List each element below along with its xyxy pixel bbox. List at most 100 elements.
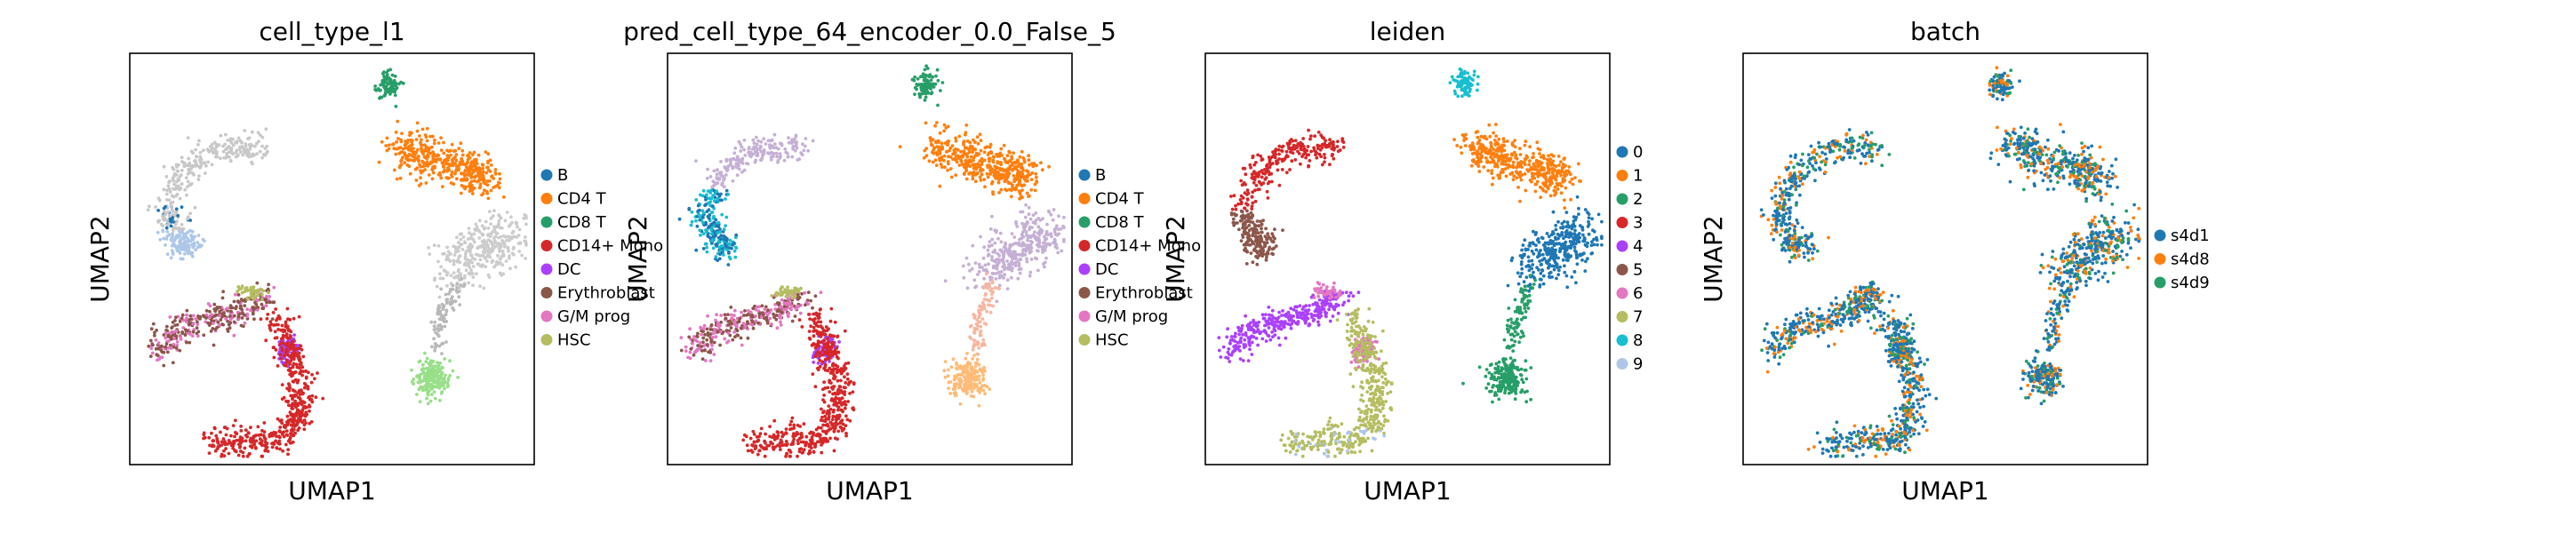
umap-point bbox=[426, 402, 430, 406]
umap-point bbox=[169, 346, 173, 350]
umap-point bbox=[1057, 214, 1060, 219]
umap-point bbox=[997, 154, 1002, 158]
umap-point bbox=[247, 136, 252, 140]
umap-point bbox=[947, 162, 950, 166]
umap-point bbox=[986, 175, 990, 179]
umap-point bbox=[813, 294, 818, 298]
umap-point bbox=[978, 266, 982, 269]
legend-label: B bbox=[557, 166, 568, 185]
umap-point bbox=[715, 313, 718, 317]
umap-point bbox=[464, 268, 468, 273]
umap-point bbox=[252, 285, 256, 290]
umap-point bbox=[515, 222, 518, 226]
umap-point bbox=[937, 147, 941, 151]
umap-point bbox=[418, 400, 422, 404]
umap-point bbox=[964, 364, 969, 368]
umap-point bbox=[716, 330, 720, 334]
umap-point bbox=[216, 440, 220, 444]
umap-point bbox=[457, 147, 461, 151]
umap-point bbox=[821, 398, 825, 402]
umap-point bbox=[980, 163, 984, 167]
umap-point bbox=[964, 132, 967, 137]
umap-point bbox=[728, 238, 732, 243]
umap-point bbox=[957, 134, 962, 139]
umap-point bbox=[1002, 276, 1006, 280]
umap-point bbox=[956, 367, 959, 371]
umap-point bbox=[486, 168, 491, 172]
umap-point bbox=[169, 224, 173, 228]
umap-point bbox=[1040, 168, 1044, 172]
umap-point bbox=[973, 285, 977, 290]
umap-point bbox=[277, 439, 282, 443]
umap-point bbox=[724, 224, 727, 227]
umap-point bbox=[228, 306, 233, 310]
umap-point bbox=[431, 171, 436, 175]
umap-point bbox=[520, 253, 524, 258]
umap-point bbox=[289, 423, 293, 427]
umap-point bbox=[507, 250, 510, 253]
umap-point bbox=[391, 87, 395, 91]
umap-point bbox=[997, 191, 1001, 195]
umap-point bbox=[279, 356, 284, 361]
umap-point bbox=[183, 187, 188, 192]
umap-point bbox=[955, 362, 959, 367]
umap-point bbox=[922, 78, 926, 83]
umap-point bbox=[991, 290, 995, 294]
umap-point bbox=[181, 318, 186, 322]
umap-point bbox=[420, 127, 425, 131]
umap-point bbox=[394, 87, 398, 91]
umap-point bbox=[245, 312, 250, 316]
umap-point bbox=[1028, 274, 1032, 278]
umap-point bbox=[715, 243, 719, 246]
umap-point bbox=[766, 139, 771, 143]
umap-point bbox=[1010, 157, 1014, 161]
umap-point bbox=[262, 435, 267, 440]
umap-point bbox=[252, 307, 255, 312]
umap-point bbox=[289, 335, 292, 339]
umap-point bbox=[282, 434, 286, 439]
umap-point bbox=[284, 324, 288, 329]
umap-point bbox=[1028, 227, 1031, 232]
umap-point bbox=[936, 78, 940, 83]
umap-point bbox=[948, 146, 953, 150]
umap-point bbox=[468, 166, 471, 170]
umap-point bbox=[434, 327, 438, 330]
umap-point bbox=[715, 189, 719, 194]
umap-point bbox=[169, 343, 172, 347]
umap-point bbox=[790, 416, 795, 420]
umap-point bbox=[169, 204, 173, 209]
umap-point bbox=[763, 307, 767, 311]
umap-point bbox=[973, 364, 978, 369]
umap-point bbox=[945, 149, 949, 154]
umap-point bbox=[441, 276, 445, 281]
umap-point bbox=[988, 172, 992, 176]
umap-point bbox=[269, 322, 274, 327]
umap-point bbox=[156, 220, 161, 224]
umap-point bbox=[962, 139, 966, 144]
umap-point bbox=[176, 177, 180, 181]
umap-point bbox=[991, 158, 996, 163]
umap-point bbox=[188, 239, 192, 243]
umap-point bbox=[228, 147, 233, 151]
umap-point bbox=[701, 220, 705, 225]
umap-point bbox=[308, 405, 312, 409]
umap-point bbox=[278, 353, 283, 356]
umap-point bbox=[802, 148, 806, 153]
umap-point bbox=[386, 83, 389, 86]
umap-point bbox=[429, 320, 434, 324]
umap-point bbox=[999, 161, 1003, 164]
umap-point bbox=[478, 284, 482, 288]
umap-point bbox=[749, 155, 753, 159]
umap-point bbox=[982, 150, 987, 155]
umap-point bbox=[972, 343, 976, 347]
legend-marker bbox=[540, 310, 553, 322]
umap-point bbox=[174, 207, 179, 211]
umap-point bbox=[246, 297, 251, 301]
umap-point bbox=[745, 313, 749, 317]
umap-point bbox=[943, 279, 948, 283]
umap-point bbox=[480, 193, 484, 197]
umap-point bbox=[724, 188, 729, 193]
umap-point bbox=[304, 421, 308, 425]
umap-point bbox=[1010, 232, 1014, 235]
umap-point bbox=[399, 139, 404, 144]
